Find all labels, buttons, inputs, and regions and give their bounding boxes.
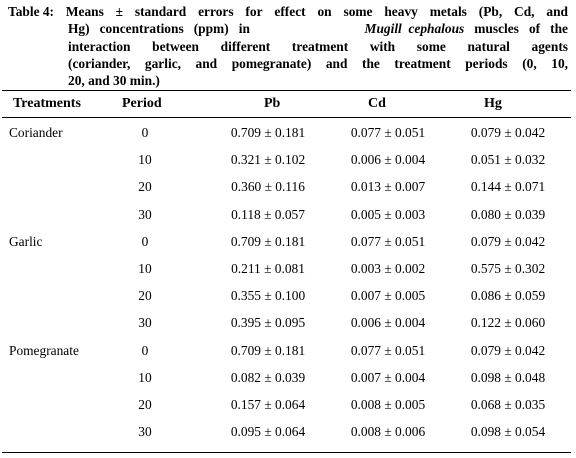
hg-cell: 0.080 ± 0.039 (470, 206, 546, 222)
caption-word: errors (198, 4, 234, 19)
hg-cell: 0.098 ± 0.054 (470, 424, 546, 440)
caption-label: Table 4: (8, 4, 55, 19)
cd-cell: 0.008 ± 0.006 (350, 424, 426, 440)
hg-cell: 0.098 ± 0.048 (470, 369, 546, 385)
table-row: 30 0.118 ± 0.057 0.005 ± 0.003 0.080 ± 0.03… (0, 207, 576, 225)
table-row: 10 0.211 ± 0.081 0.003 ± 0.002 0.575 ± 0.30… (0, 261, 576, 279)
caption-word: and (546, 4, 568, 19)
cd-cell: 0.077 ± 0.051 (350, 233, 426, 249)
table-row: 10 0.082 ± 0.039 0.007 ± 0.004 0.098 ± 0.04… (0, 370, 576, 388)
period-cell: 20 (138, 397, 152, 412)
pb-cell: 0.118 ± 0.057 (231, 206, 305, 222)
period-cell: 30 (138, 315, 152, 331)
caption-line-5: 20, and 30 min.) (8, 72, 568, 89)
treatment-cell: Garlic (9, 233, 43, 249)
pb-cell: 0.709 ± 0.181 (230, 342, 306, 358)
table-row: 20 0.360 ± 0.116 0.013 ± 0.007 0.144 ± 0.07… (0, 179, 576, 197)
caption-text: Hg) concentrations (ppm) in (68, 21, 250, 37)
caption-word: Means (65, 4, 104, 19)
table-row: Coriander 0 0.709 ± 0.181 0.077 ± 0.051 0.07… (0, 125, 576, 143)
caption-species-name: Mugill cephalous (364, 21, 465, 37)
pb-cell: 0.321 ± 0.102 (230, 152, 306, 168)
period-cell: 30 (138, 424, 152, 440)
cd-cell: 0.005 ± 0.003 (350, 206, 426, 222)
column-header-treatments: Treatments (13, 96, 81, 111)
cd-cell: 0.008 ± 0.005 (350, 397, 426, 412)
period-cell: 30 (138, 206, 152, 222)
column-header-period: Period (122, 96, 162, 111)
column-header-cd: Cd (368, 96, 386, 111)
pb-cell: 0.211 ± 0.081 (231, 261, 305, 276)
table-row: 10 0.321 ± 0.102 0.006 ± 0.004 0.051 ± 0.03… (0, 152, 576, 170)
pb-cell: 0.709 ± 0.181 (230, 125, 306, 140)
treatment-cell: Pomegranate (9, 342, 79, 358)
hg-cell: 0.079 ± 0.042 (470, 125, 546, 140)
caption-word: Cd, (514, 4, 535, 19)
table-row: 20 0.355 ± 0.100 0.007 ± 0.005 0.086 ± 0.05… (0, 288, 576, 306)
table-bottom-rule (2, 452, 571, 453)
pb-cell: 0.082 ± 0.039 (230, 369, 306, 385)
table-row: Garlic 0 0.709 ± 0.181 0.077 ± 0.051 0.079 ±… (0, 234, 576, 252)
column-header-hg: Hg (484, 96, 502, 111)
pb-cell: 0.360 ± 0.116 (231, 179, 305, 195)
caption-text: 20, and 30 min.) (68, 73, 160, 89)
hg-cell: 0.079 ± 0.042 (470, 342, 546, 358)
period-cell: 0 (141, 233, 149, 249)
cd-cell: 0.013 ± 0.007 (350, 179, 426, 195)
hg-cell: 0.122 ± 0.060 (470, 315, 546, 331)
treatment-cell: Coriander (9, 125, 63, 140)
caption-text: muscles of the (474, 21, 568, 37)
hg-cell: 0.575 ± 0.302 (470, 261, 546, 276)
caption-word: (Pb, (478, 4, 503, 19)
caption-word: standard (134, 4, 187, 19)
table-row: 30 0.095 ± 0.064 0.008 ± 0.006 0.098 ± 0.05… (0, 424, 576, 442)
caption-line-3: interaction between different treatment … (8, 38, 568, 55)
cd-cell: 0.007 ± 0.004 (350, 369, 426, 385)
period-cell: 10 (138, 152, 152, 168)
column-header-pb: Pb (264, 96, 281, 111)
period-cell: 10 (138, 369, 152, 385)
pb-cell: 0.157 ± 0.064 (230, 397, 306, 412)
pb-cell: 0.095 ± 0.064 (230, 424, 306, 440)
period-cell: 20 (138, 288, 152, 304)
caption-word: effect (274, 4, 306, 19)
pb-cell: 0.395 ± 0.095 (230, 315, 306, 331)
period-cell: 0 (141, 342, 149, 358)
table-row: 30 0.395 ± 0.095 0.006 ± 0.004 0.122 ± 0.06… (0, 315, 576, 333)
hg-cell: 0.144 ± 0.071 (470, 179, 546, 195)
cd-cell: 0.006 ± 0.004 (350, 315, 426, 331)
hg-cell: 0.068 ± 0.035 (470, 397, 546, 412)
cd-cell: 0.077 ± 0.051 (350, 342, 426, 358)
table-top-rule (2, 90, 571, 91)
period-cell: 0 (141, 125, 149, 140)
caption-text: interaction between different treatment … (68, 38, 568, 54)
caption-word: some (343, 4, 373, 19)
hg-cell: 0.079 ± 0.042 (470, 233, 546, 249)
table-row: 20 0.157 ± 0.064 0.008 ± 0.005 0.068 ± 0.03… (0, 397, 576, 415)
caption-line-1: Table 4: Means ± standard errors for effect on s… (8, 3, 568, 20)
caption-word: on (317, 4, 332, 19)
pb-cell: 0.709 ± 0.181 (230, 233, 306, 249)
period-cell: 10 (138, 261, 152, 276)
caption-text: (coriander, garlic, and pomegranate) and… (68, 55, 568, 71)
period-cell: 20 (138, 179, 152, 195)
cd-cell: 0.006 ± 0.004 (350, 152, 426, 168)
caption-word: metals (429, 4, 467, 19)
hg-cell: 0.051 ± 0.032 (470, 152, 546, 168)
caption-line-2: Hg) concentrations (ppm) in Mugill cepha… (8, 20, 568, 37)
cd-cell: 0.003 ± 0.002 (350, 261, 426, 276)
caption-word: for (245, 4, 263, 19)
table-caption: Table 4: Means ± standard errors for effect on s… (8, 3, 568, 89)
hg-cell: 0.086 ± 0.059 (470, 288, 546, 304)
cd-cell: 0.007 ± 0.005 (350, 288, 426, 304)
cd-cell: 0.077 ± 0.051 (350, 125, 426, 140)
caption-line-4: (coriander, garlic, and pomegranate) and… (8, 55, 568, 72)
caption-word: heavy (384, 4, 418, 19)
table-header-rule (2, 117, 571, 118)
caption-word: ± (115, 4, 124, 19)
table-row: Pomegranate 0 0.709 ± 0.181 0.077 ± 0.051 0.… (0, 343, 576, 361)
pb-cell: 0.355 ± 0.100 (230, 288, 306, 304)
